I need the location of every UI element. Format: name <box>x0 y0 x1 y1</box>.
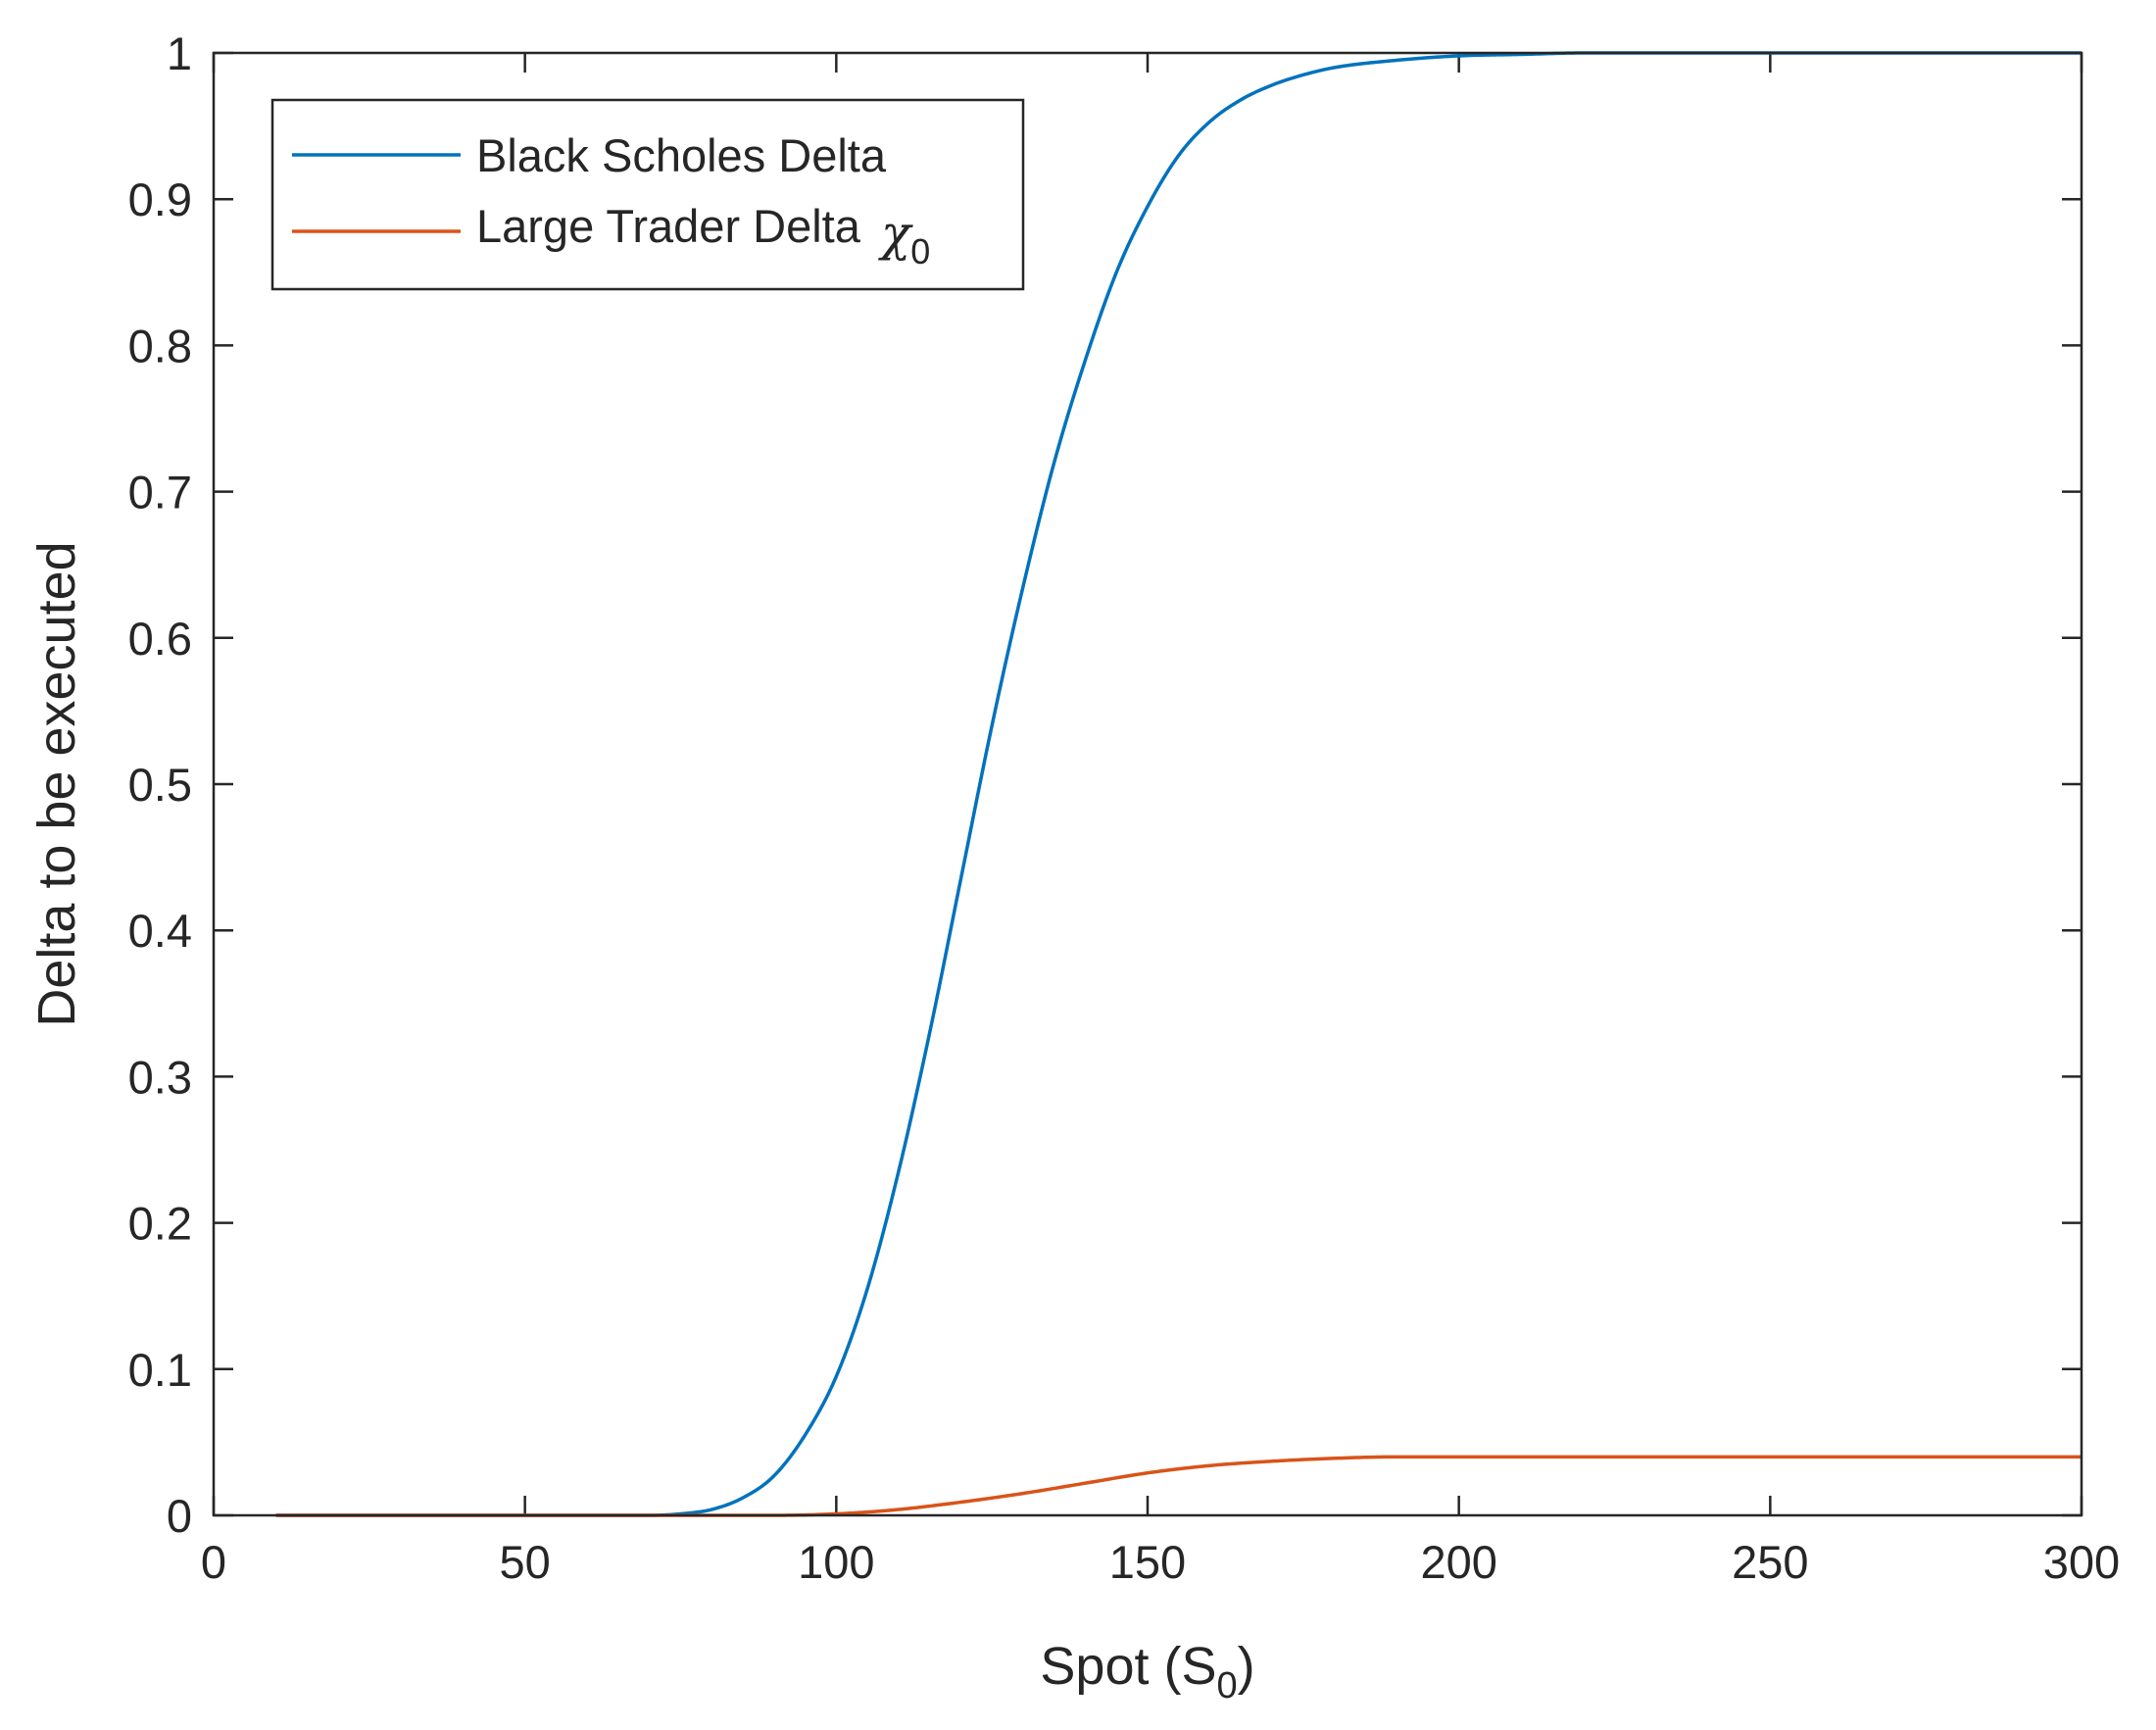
y-tick-label: 1 <box>167 27 192 79</box>
x-tick-label: 0 <box>201 1536 226 1588</box>
y-tick-label: 0.8 <box>128 320 192 371</box>
y-tick-label: 0.4 <box>128 905 192 957</box>
plot-frame <box>212 51 2083 1517</box>
y-tick-label: 0.2 <box>128 1198 192 1250</box>
tick-labels: 0 50 100 150 200 250 300 0 0.1 0.2 0.3 0.4 0.5 0.6 0.7… <box>128 27 2121 1588</box>
legend-label-black-scholes: Black Scholes Delta <box>476 129 887 181</box>
legend: Black Scholes Delta Large Trader Delta χ… <box>270 98 1025 291</box>
y-tick-label: 0.5 <box>128 759 192 811</box>
y-tick-label: 0.3 <box>128 1051 192 1103</box>
x-axis-label: Spot (S0) <box>1040 1637 1254 1706</box>
y-tick-label: 0.1 <box>128 1344 192 1396</box>
y-tick-label: 0.7 <box>128 467 192 519</box>
x-tick-label: 50 <box>500 1536 551 1588</box>
x-tick-label: 150 <box>1109 1536 1186 1588</box>
y-tick-label: 0 <box>167 1490 192 1542</box>
legend-box <box>270 98 1025 291</box>
x-tick-label: 200 <box>1420 1536 1496 1588</box>
y-tick-label: 0.9 <box>128 173 192 225</box>
legend-label-large-trader: Large Trader Delta χ0 <box>476 200 930 272</box>
y-axis-label: Delta to be executed <box>27 541 86 1026</box>
x-tick-label: 250 <box>1732 1536 1808 1588</box>
x-tick-label: 300 <box>2043 1536 2120 1588</box>
plot-background <box>214 53 2082 1515</box>
x-tick-label: 100 <box>798 1536 874 1588</box>
y-tick-label: 0.6 <box>128 613 192 665</box>
